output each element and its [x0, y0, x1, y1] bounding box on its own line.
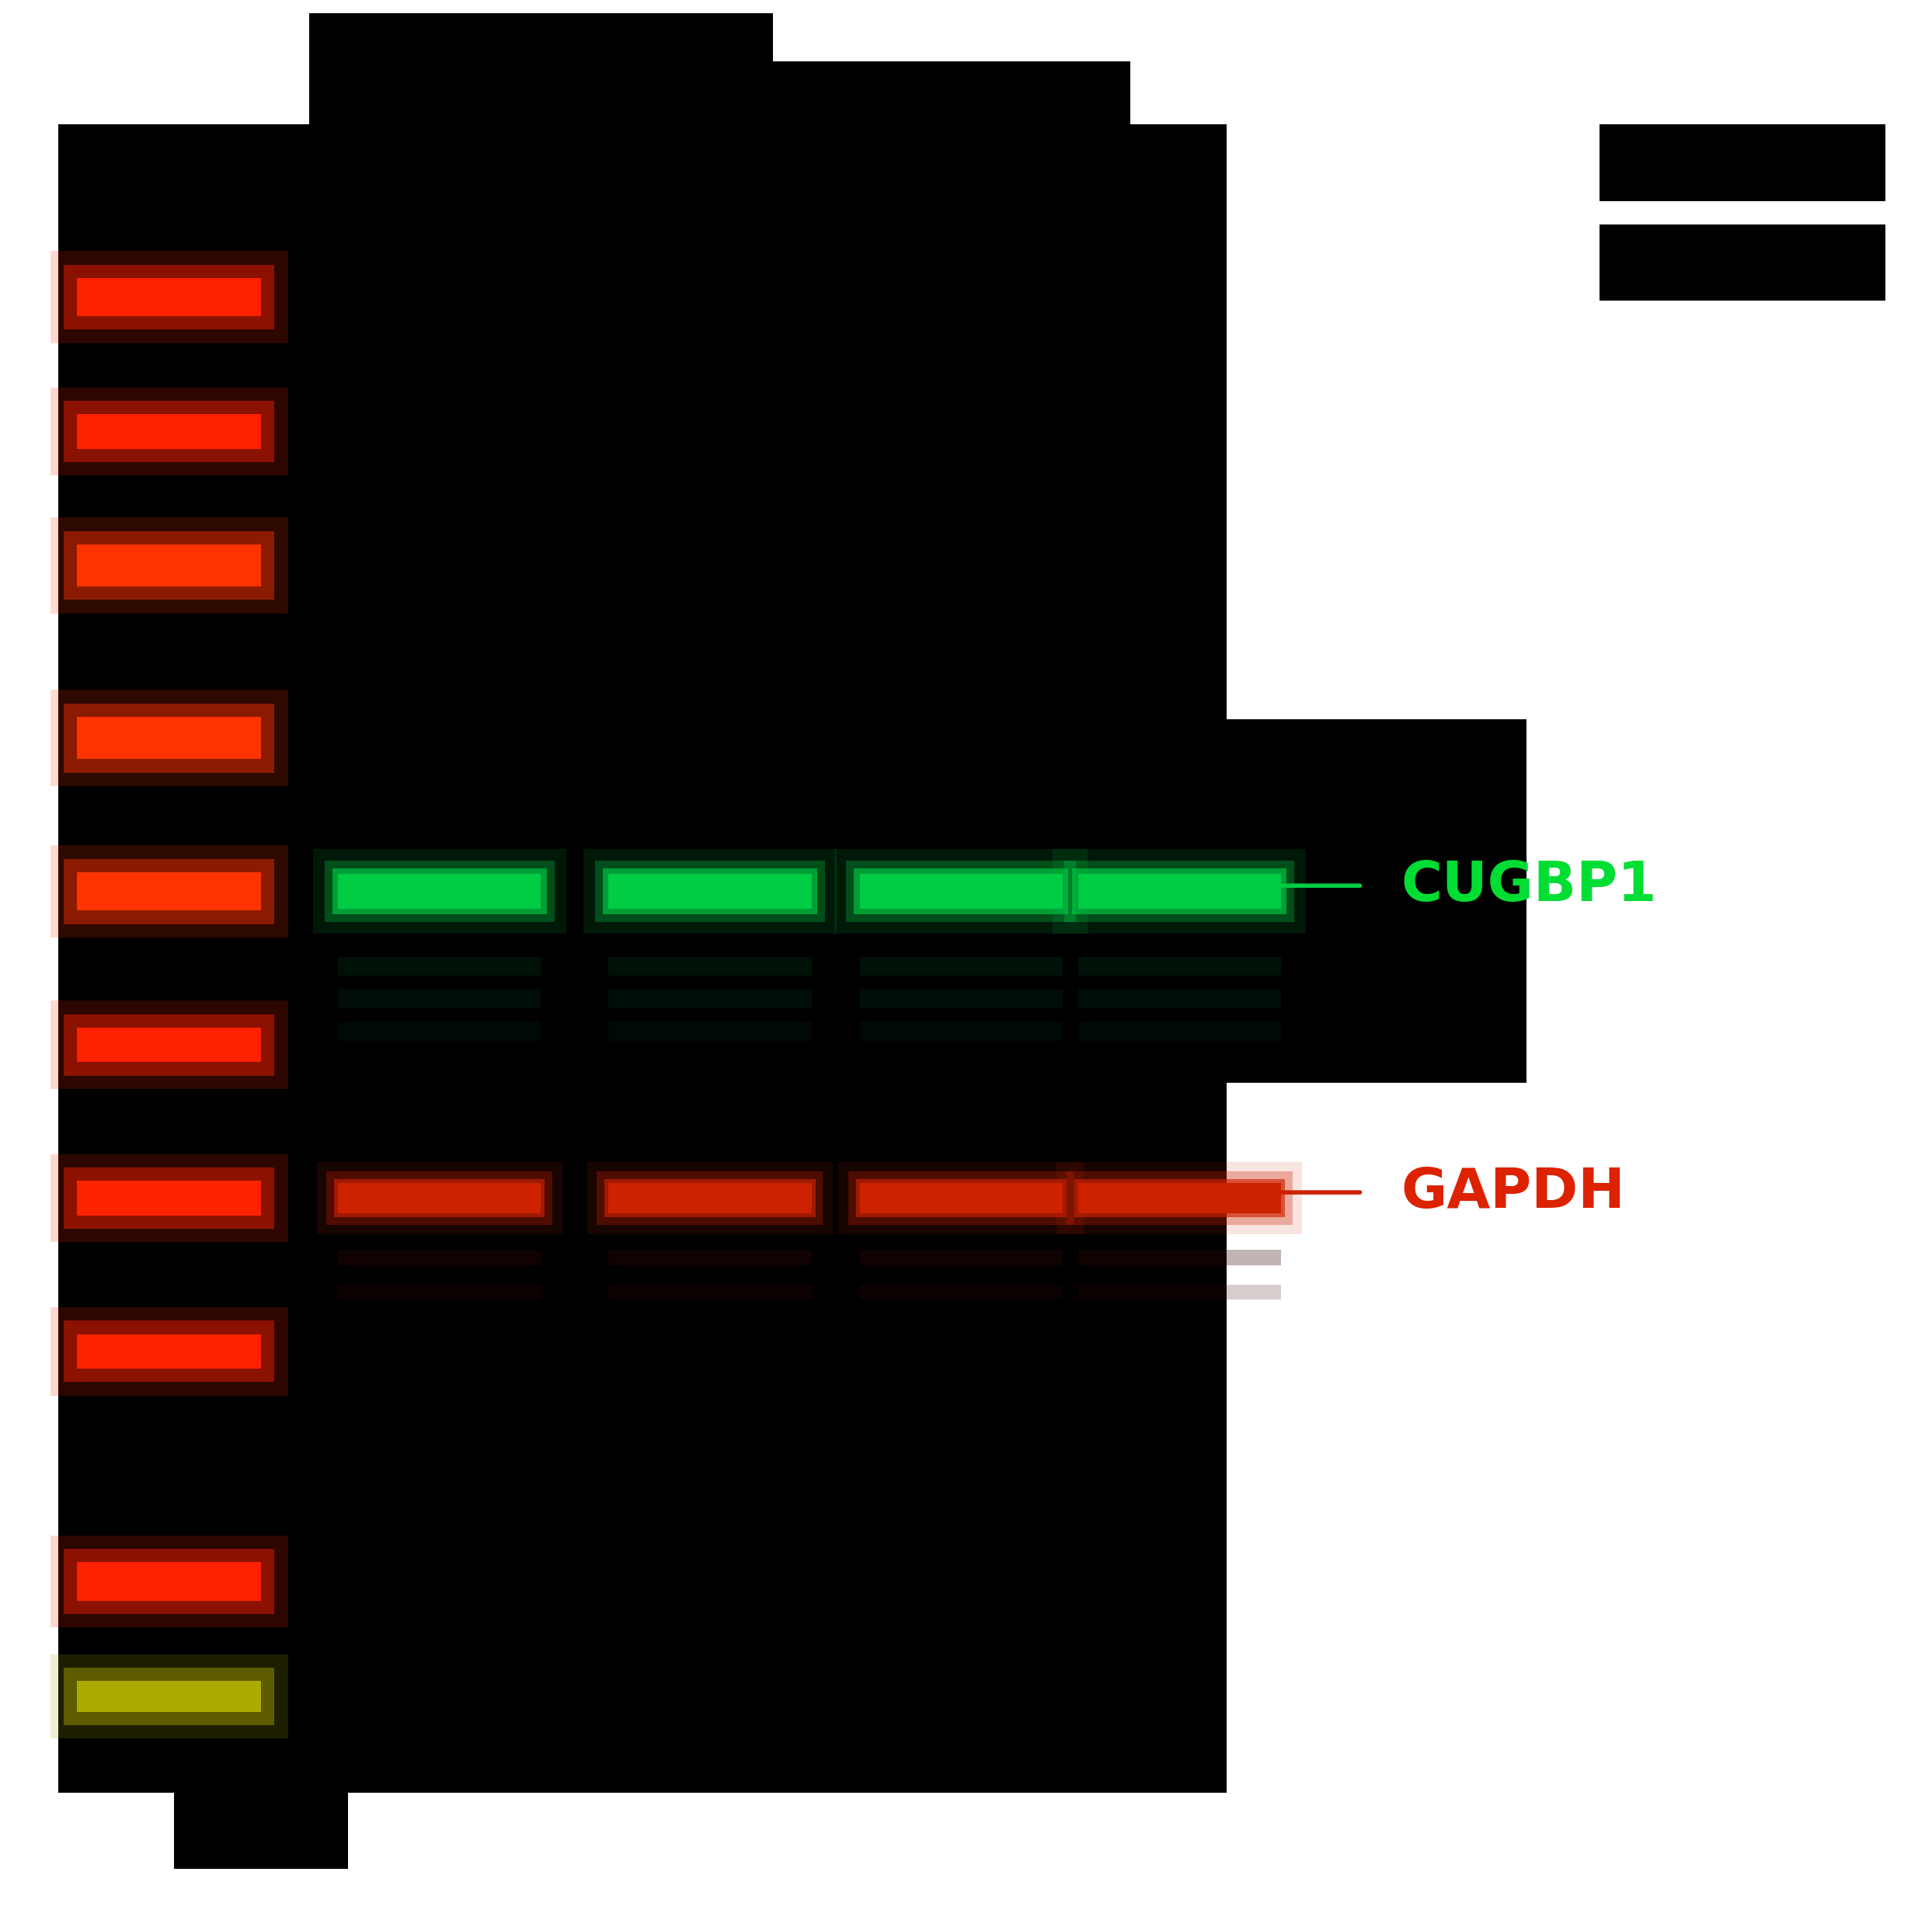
Bar — [860, 957, 1063, 976]
Bar — [854, 868, 1068, 914]
Bar — [174, 1789, 348, 1869]
Bar — [77, 1181, 261, 1215]
Bar — [587, 1162, 833, 1235]
Text: GAPDH: GAPDH — [1401, 1166, 1625, 1219]
Bar — [860, 1183, 1063, 1213]
Bar — [609, 1284, 811, 1300]
Bar — [332, 868, 547, 914]
Bar — [1078, 874, 1281, 909]
Bar — [860, 989, 1063, 1008]
Bar — [338, 874, 541, 909]
Bar — [338, 1250, 541, 1265]
Bar — [50, 1154, 288, 1242]
Bar — [64, 1167, 274, 1229]
Bar — [1053, 849, 1306, 934]
Bar — [50, 845, 288, 937]
Bar — [609, 1250, 811, 1265]
Bar — [860, 1284, 1063, 1300]
Bar — [609, 957, 811, 976]
Bar — [77, 1562, 261, 1601]
Bar — [860, 874, 1063, 909]
Bar — [1057, 1162, 1302, 1235]
Bar — [64, 1321, 274, 1382]
Bar — [64, 531, 274, 600]
Bar — [595, 861, 825, 922]
Bar — [50, 1536, 288, 1628]
Bar — [605, 1179, 815, 1217]
Bar — [338, 1022, 541, 1041]
Bar — [338, 989, 541, 1008]
Bar — [1600, 125, 1886, 201]
Bar — [597, 1171, 823, 1225]
Bar — [1078, 1183, 1281, 1213]
Bar — [77, 717, 261, 759]
Bar — [838, 1162, 1084, 1235]
Bar — [50, 1001, 288, 1089]
Polygon shape — [58, 61, 1227, 1792]
Bar — [50, 387, 288, 475]
Bar — [77, 1334, 261, 1369]
Bar — [325, 861, 554, 922]
Bar — [583, 849, 837, 934]
Bar — [77, 872, 261, 911]
Bar — [1074, 1179, 1285, 1217]
Bar — [77, 278, 261, 316]
Bar — [317, 1162, 562, 1235]
Bar — [1078, 989, 1281, 1008]
Bar — [1227, 719, 1526, 1083]
Bar — [609, 989, 811, 1008]
Bar — [327, 1171, 553, 1225]
Bar — [1066, 1171, 1293, 1225]
Bar — [64, 265, 274, 330]
Bar — [77, 1681, 261, 1712]
Bar — [309, 13, 773, 67]
Bar — [609, 874, 811, 909]
Bar — [1078, 1250, 1281, 1265]
Bar — [1078, 1022, 1281, 1041]
Bar — [64, 1014, 274, 1075]
Bar — [50, 690, 288, 786]
Bar — [77, 414, 261, 449]
Bar — [338, 957, 541, 976]
Bar — [64, 859, 274, 924]
Bar — [1078, 957, 1281, 976]
Bar — [835, 849, 1088, 934]
Bar — [1600, 224, 1886, 301]
Bar — [50, 1654, 288, 1739]
Bar — [848, 1171, 1074, 1225]
Bar — [846, 861, 1076, 922]
Bar — [609, 1022, 811, 1041]
Bar — [64, 1668, 274, 1725]
Bar — [313, 849, 566, 934]
Bar — [1072, 868, 1287, 914]
Bar — [64, 704, 274, 773]
Bar — [860, 1022, 1063, 1041]
Bar — [50, 251, 288, 343]
Bar — [334, 1179, 545, 1217]
Bar — [609, 1183, 811, 1213]
Bar — [50, 1307, 288, 1396]
Bar — [1065, 861, 1294, 922]
Bar — [64, 1549, 274, 1614]
Bar — [309, 61, 1130, 163]
Bar — [338, 1183, 541, 1213]
Text: CUGBP1: CUGBP1 — [1401, 859, 1656, 912]
Bar — [860, 1250, 1063, 1265]
Bar — [338, 1284, 541, 1300]
Bar — [77, 544, 261, 587]
Bar — [856, 1179, 1066, 1217]
Bar — [603, 868, 817, 914]
Bar — [1078, 1284, 1281, 1300]
Bar — [77, 1028, 261, 1062]
Bar — [64, 401, 274, 462]
Bar — [50, 518, 288, 613]
